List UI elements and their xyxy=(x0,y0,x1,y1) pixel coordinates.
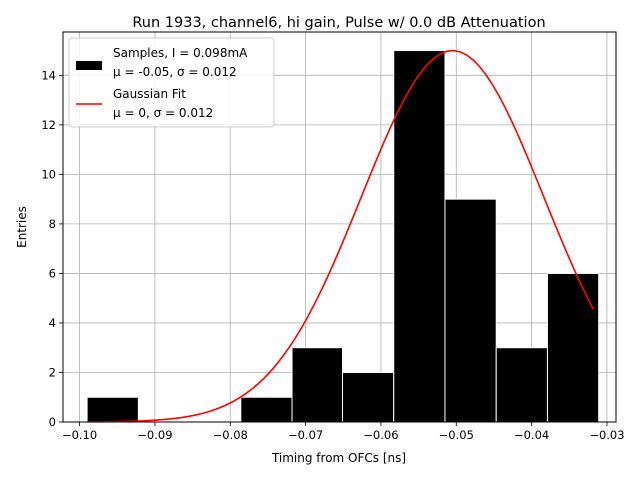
legend-fit-line2: μ = 0, σ = 0.012 xyxy=(113,106,213,120)
y-tick-label: 6 xyxy=(49,266,56,280)
histogram-bar xyxy=(495,347,548,423)
x-tick-label: −0.04 xyxy=(514,428,549,442)
y-axis-label: Entries xyxy=(15,206,29,248)
x-axis-ticks: −0.10 −0.09 −0.08 −0.07 −0.06 −0.05 −0.04 −0.03 xyxy=(62,422,625,442)
y-tick-label: 2 xyxy=(49,365,56,379)
y-axis-ticks: 0 2 4 6 8 10 12 14 xyxy=(41,68,63,429)
x-axis-label: Timing from OFCs [ns] xyxy=(271,451,406,465)
y-tick-label: 14 xyxy=(41,68,56,82)
histogram-bar xyxy=(86,396,139,423)
x-tick-label: −0.03 xyxy=(589,428,624,442)
y-tick-label: 0 xyxy=(49,415,56,429)
histogram-bars xyxy=(86,50,600,423)
legend-samples-line1: Samples, I = 0.098mA xyxy=(113,46,248,60)
legend-samples-swatch xyxy=(76,61,102,70)
legend-samples-line2: μ = -0.05, σ = 0.012 xyxy=(113,65,237,79)
histogram-bar xyxy=(291,347,344,423)
x-tick-label: −0.10 xyxy=(62,428,97,442)
histogram-bar xyxy=(444,198,497,423)
y-tick-label: 8 xyxy=(49,217,56,231)
y-tick-label: 4 xyxy=(49,316,56,330)
y-tick-label: 12 xyxy=(41,118,56,132)
histogram-bar xyxy=(342,371,395,423)
histogram-bar xyxy=(393,50,446,423)
legend-box xyxy=(68,37,275,128)
legend: Samples, I = 0.098mA μ = -0.05, σ = 0.01… xyxy=(68,37,275,128)
histogram-bar xyxy=(240,396,293,423)
x-tick-label: −0.08 xyxy=(213,428,248,442)
x-tick-label: −0.07 xyxy=(288,428,323,442)
x-tick-label: −0.05 xyxy=(439,428,474,442)
plot-frame xyxy=(62,31,617,423)
x-tick-label: −0.09 xyxy=(137,428,172,442)
x-tick-label: −0.06 xyxy=(363,428,398,442)
chart-title: Run 1933, channel6, hi gain, Pulse w/ 0.… xyxy=(132,15,545,31)
y-tick-label: 10 xyxy=(41,167,56,181)
gaussian-fit-line xyxy=(87,49,595,423)
legend-fit-line1: Gaussian Fit xyxy=(113,87,186,101)
histogram-bar xyxy=(546,272,600,423)
